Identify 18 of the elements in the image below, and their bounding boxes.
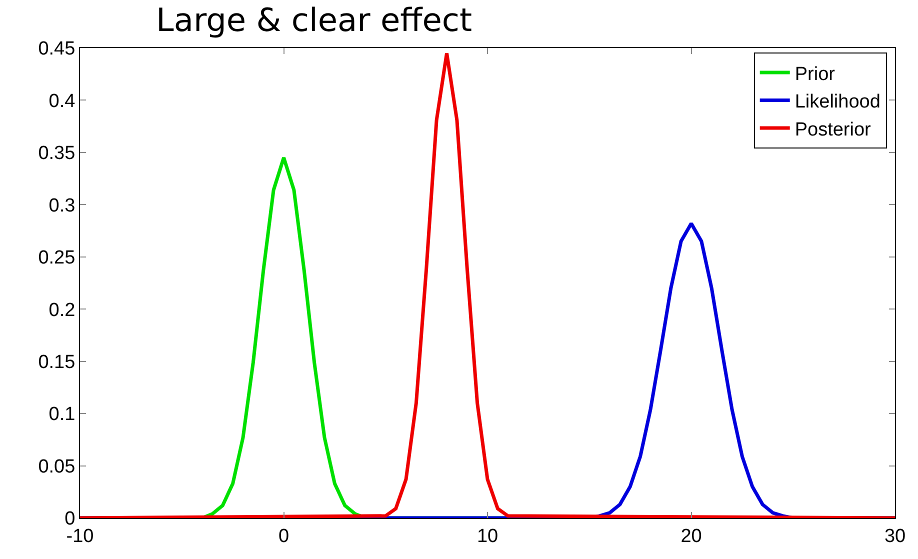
x-tick-label: 20 [680, 526, 702, 547]
x-tick-label: 0 [278, 526, 290, 547]
y-tick-label: 0.1 [48, 404, 76, 426]
y-tick-label: 0.4 [48, 90, 76, 112]
y-tick-label: 0.3 [48, 195, 76, 216]
y-tick-label: 0.15 [38, 352, 76, 373]
y-tick-label: 0.45 [38, 38, 76, 60]
legend-label: Posterior [794, 119, 872, 140]
y-tick-label: 0.25 [38, 248, 76, 269]
y-tick-label: 0.2 [48, 300, 76, 321]
x-tick-label: 10 [476, 526, 498, 547]
y-tick-label: 0.05 [38, 456, 76, 478]
legend-label: Prior [794, 64, 836, 85]
chart-title: Large & clear effect [156, 0, 472, 39]
y-tick-label: 0.35 [38, 143, 76, 164]
x-tick-label: 30 [884, 526, 906, 547]
legend-label: Likelihood [794, 92, 880, 113]
line-series [80, 51, 895, 518]
